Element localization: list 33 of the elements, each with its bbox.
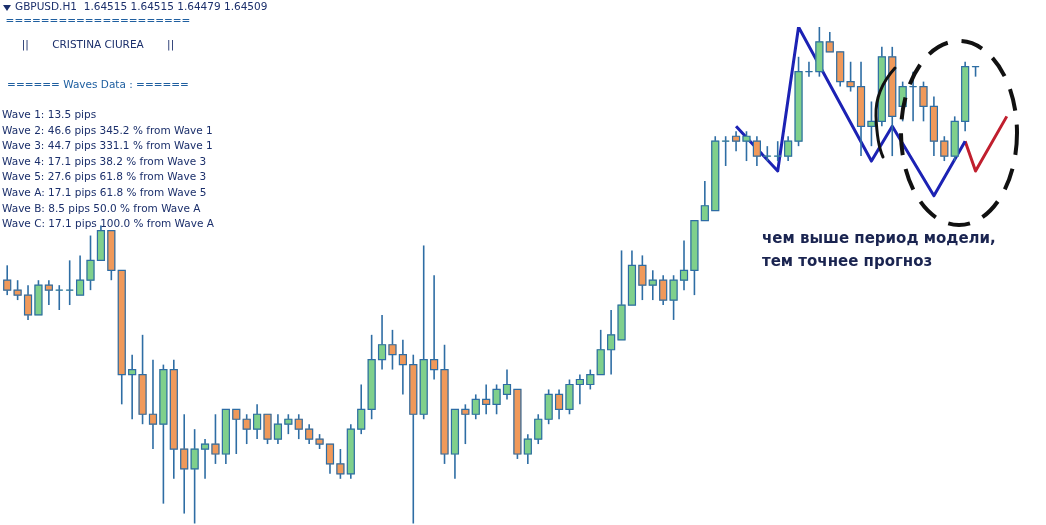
candlestick [284,413,293,435]
chart-title: GBPUSD.H1 1.64515 1.64515 1.64479 1.64509 [15,0,268,12]
text: ===================== [4,14,192,26]
candlestick [180,413,189,515]
annotation: Wave A: 17.1 pips 61.8 % from Wave 5 [2,186,207,198]
candlestick [742,130,751,162]
annotation: Wave 5: 27.6 pips 61.8 % from Wave 3 [2,170,207,183]
annotation: Wave 2: 46.6 pips 345.2 % from Wave 1 [2,123,213,136]
annotation: чем выше период модели, [762,229,996,247]
candlestick [65,259,74,306]
annotation: ====== Waves Data : ====== [6,78,190,90]
annotation: Wave 3: 44.7 pips 331.1 % from Wave 1 [2,139,213,152]
candlestick [940,135,949,162]
annotation: Wave C: 17.1 pips 100.0 % from Wave A [2,217,214,230]
annotation: Wave B: 8.5 pips 50.0 % from Wave A [2,201,201,214]
candlestick [3,264,12,296]
annotation: Wave 1: 13.5 pips [2,108,97,120]
candlestick [648,269,657,301]
candlestick [211,413,220,465]
candlestick [294,413,303,440]
candlestick [721,135,730,167]
candlestick [190,428,199,525]
candlestick [242,413,251,445]
candlestick [55,284,64,311]
candlestick [534,413,543,445]
candlestick [825,31,834,53]
candlestick [773,140,782,162]
candlestick [669,274,678,321]
annotation: || CRISTINA CIUREA || [20,38,176,50]
annotation: тем точнее прогноз [762,252,933,270]
candlestick [336,448,345,480]
annotation: Wave 4: 17.1 pips 38.2 % from Wave 3 [2,154,207,167]
candlestick [13,279,22,301]
